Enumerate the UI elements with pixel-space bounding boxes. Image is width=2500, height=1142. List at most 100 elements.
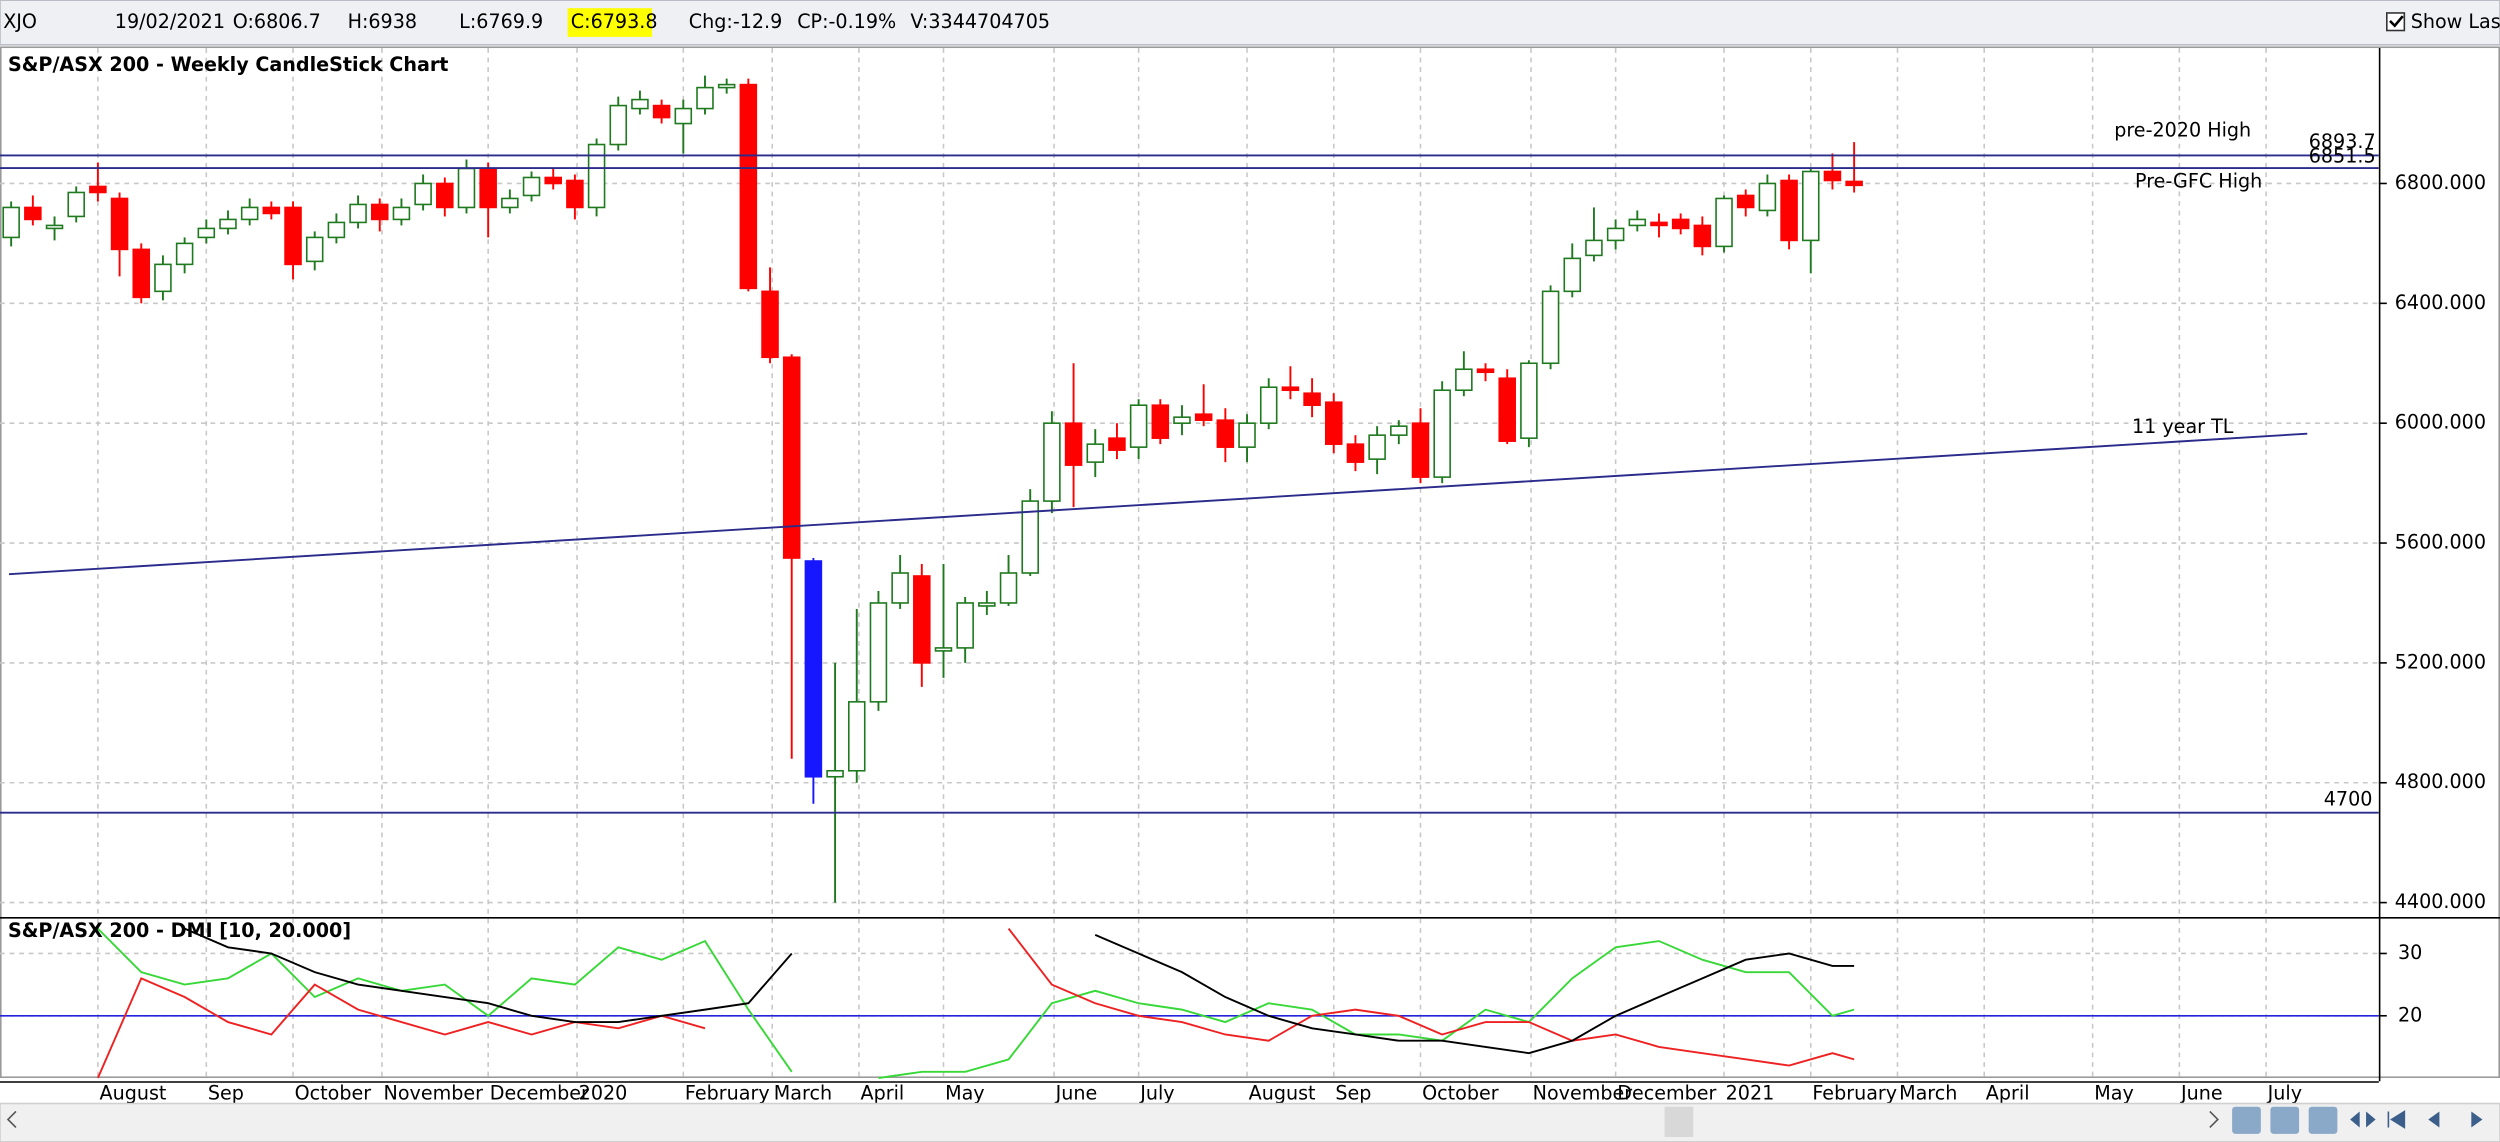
candle-body bbox=[1043, 422, 1061, 502]
x-tick-label: May bbox=[2094, 1081, 2134, 1104]
candle-body bbox=[219, 218, 237, 230]
x-tick-label: Sep bbox=[208, 1081, 244, 1104]
candle-body bbox=[1758, 182, 1777, 212]
scrollbar[interactable] bbox=[0, 1102, 2500, 1142]
candle-body bbox=[1021, 500, 1039, 574]
check-mark bbox=[2389, 15, 2404, 28]
candle-body bbox=[45, 224, 64, 230]
chart-title: S&P/ASX 200 - Weekly CandleStick Chart bbox=[8, 53, 448, 76]
close-highlight bbox=[567, 8, 653, 37]
x-tick-label: June bbox=[2180, 1081, 2223, 1104]
y-tick-label: 30 bbox=[2398, 941, 2422, 964]
scroll-left[interactable] bbox=[6, 1110, 17, 1129]
candle-body bbox=[1238, 422, 1256, 448]
candle-body bbox=[414, 182, 432, 206]
candle-body bbox=[978, 602, 996, 607]
trend-line bbox=[8, 432, 2308, 576]
change-pct: CP:-0.19% bbox=[797, 10, 896, 33]
low: L:6769.9 bbox=[459, 10, 543, 33]
scroll-right[interactable] bbox=[2209, 1110, 2219, 1129]
nav-button[interactable] bbox=[2471, 1111, 2483, 1128]
y-tick-label: 5200.000 bbox=[2395, 650, 2486, 673]
candle-body bbox=[110, 197, 129, 251]
candle-body bbox=[934, 647, 953, 652]
candle-body bbox=[1086, 443, 1105, 463]
open: O:6806.7 bbox=[233, 10, 321, 33]
candle-body bbox=[1541, 290, 1560, 365]
candle-body bbox=[674, 107, 693, 125]
show-last[interactable]: Show Last bbox=[2411, 10, 2500, 33]
x-tick-label: November bbox=[384, 1081, 484, 1104]
x-tick-label: May bbox=[945, 1081, 985, 1104]
candle-body bbox=[370, 203, 389, 221]
annotation: pre-2020 High bbox=[2114, 118, 2251, 141]
annotation: Pre-GFC High bbox=[2135, 169, 2262, 192]
candle-body bbox=[327, 221, 346, 239]
candle-body bbox=[1455, 368, 1473, 392]
candle-body bbox=[1151, 404, 1170, 439]
y-tick-label: 4800.000 bbox=[2395, 770, 2486, 793]
candle-body bbox=[175, 242, 194, 266]
x-tick-label: 2021 bbox=[1726, 1081, 1775, 1104]
candle-body bbox=[1433, 389, 1451, 478]
candle-body bbox=[1650, 221, 1668, 227]
candle-body bbox=[826, 769, 844, 778]
candle-body bbox=[1801, 170, 1820, 242]
candle-body bbox=[804, 560, 823, 778]
candle-body bbox=[717, 83, 736, 89]
candle-body bbox=[501, 197, 519, 209]
candle-body bbox=[1390, 425, 1408, 436]
candle-body bbox=[1498, 377, 1516, 442]
zoom-button[interactable] bbox=[2308, 1106, 2338, 1134]
date: 19/02/2021 bbox=[115, 10, 225, 33]
x-tick-label: February bbox=[1812, 1081, 1897, 1104]
level-label: 4700 bbox=[2324, 787, 2373, 810]
candle-body bbox=[1259, 386, 1278, 424]
candle-body bbox=[782, 356, 801, 559]
candle-body bbox=[1324, 401, 1343, 445]
x-tick-label: March bbox=[1899, 1081, 1957, 1104]
candle-body bbox=[913, 575, 931, 664]
candle-body bbox=[696, 86, 714, 110]
candle-body bbox=[1715, 197, 1733, 248]
candle-body bbox=[479, 167, 497, 209]
candle-body bbox=[154, 263, 172, 293]
x-tick-label: December bbox=[1617, 1081, 1716, 1104]
candle-body bbox=[544, 176, 562, 185]
x-tick-label: 2020 bbox=[579, 1081, 628, 1104]
candle-body bbox=[1368, 434, 1386, 460]
candle-body bbox=[1693, 224, 1712, 248]
candle-body bbox=[132, 248, 151, 299]
candle-body bbox=[652, 104, 671, 119]
candle-body bbox=[587, 143, 606, 209]
dmi-line bbox=[97, 928, 1855, 1079]
x-tick-label: April bbox=[861, 1081, 905, 1104]
x-tick-label: August bbox=[99, 1081, 166, 1104]
nav-button[interactable] bbox=[2428, 1111, 2440, 1128]
dmi-line bbox=[97, 927, 1855, 1079]
candle-body bbox=[1780, 179, 1798, 242]
x-tick-label: April bbox=[1986, 1081, 2030, 1104]
x-tick-label: July bbox=[2267, 1081, 2302, 1104]
y-tick-label: 6000.000 bbox=[2395, 411, 2486, 434]
candle-body bbox=[89, 185, 107, 194]
x-tick-label: November bbox=[1533, 1081, 1633, 1104]
candle-body bbox=[1216, 419, 1235, 448]
x-tick-label: June bbox=[1055, 1081, 1098, 1104]
candle-body bbox=[1628, 218, 1647, 227]
checkbox[interactable] bbox=[2386, 12, 2406, 32]
x-tick-label: October bbox=[1422, 1081, 1499, 1104]
zoom-button[interactable] bbox=[2270, 1106, 2300, 1134]
nav-button[interactable] bbox=[2350, 1111, 2376, 1128]
nav-button[interactable] bbox=[2387, 1110, 2406, 1129]
x-tick-label: July bbox=[1139, 1081, 1174, 1104]
candle-body bbox=[1671, 218, 1690, 230]
candle-body bbox=[1563, 257, 1582, 293]
level-label: 6851.5 bbox=[2309, 144, 2376, 167]
candle-body bbox=[1585, 239, 1603, 257]
candle-body bbox=[566, 179, 584, 209]
zoom-button[interactable] bbox=[2232, 1106, 2261, 1134]
scroll-thumb[interactable] bbox=[1664, 1106, 1694, 1138]
